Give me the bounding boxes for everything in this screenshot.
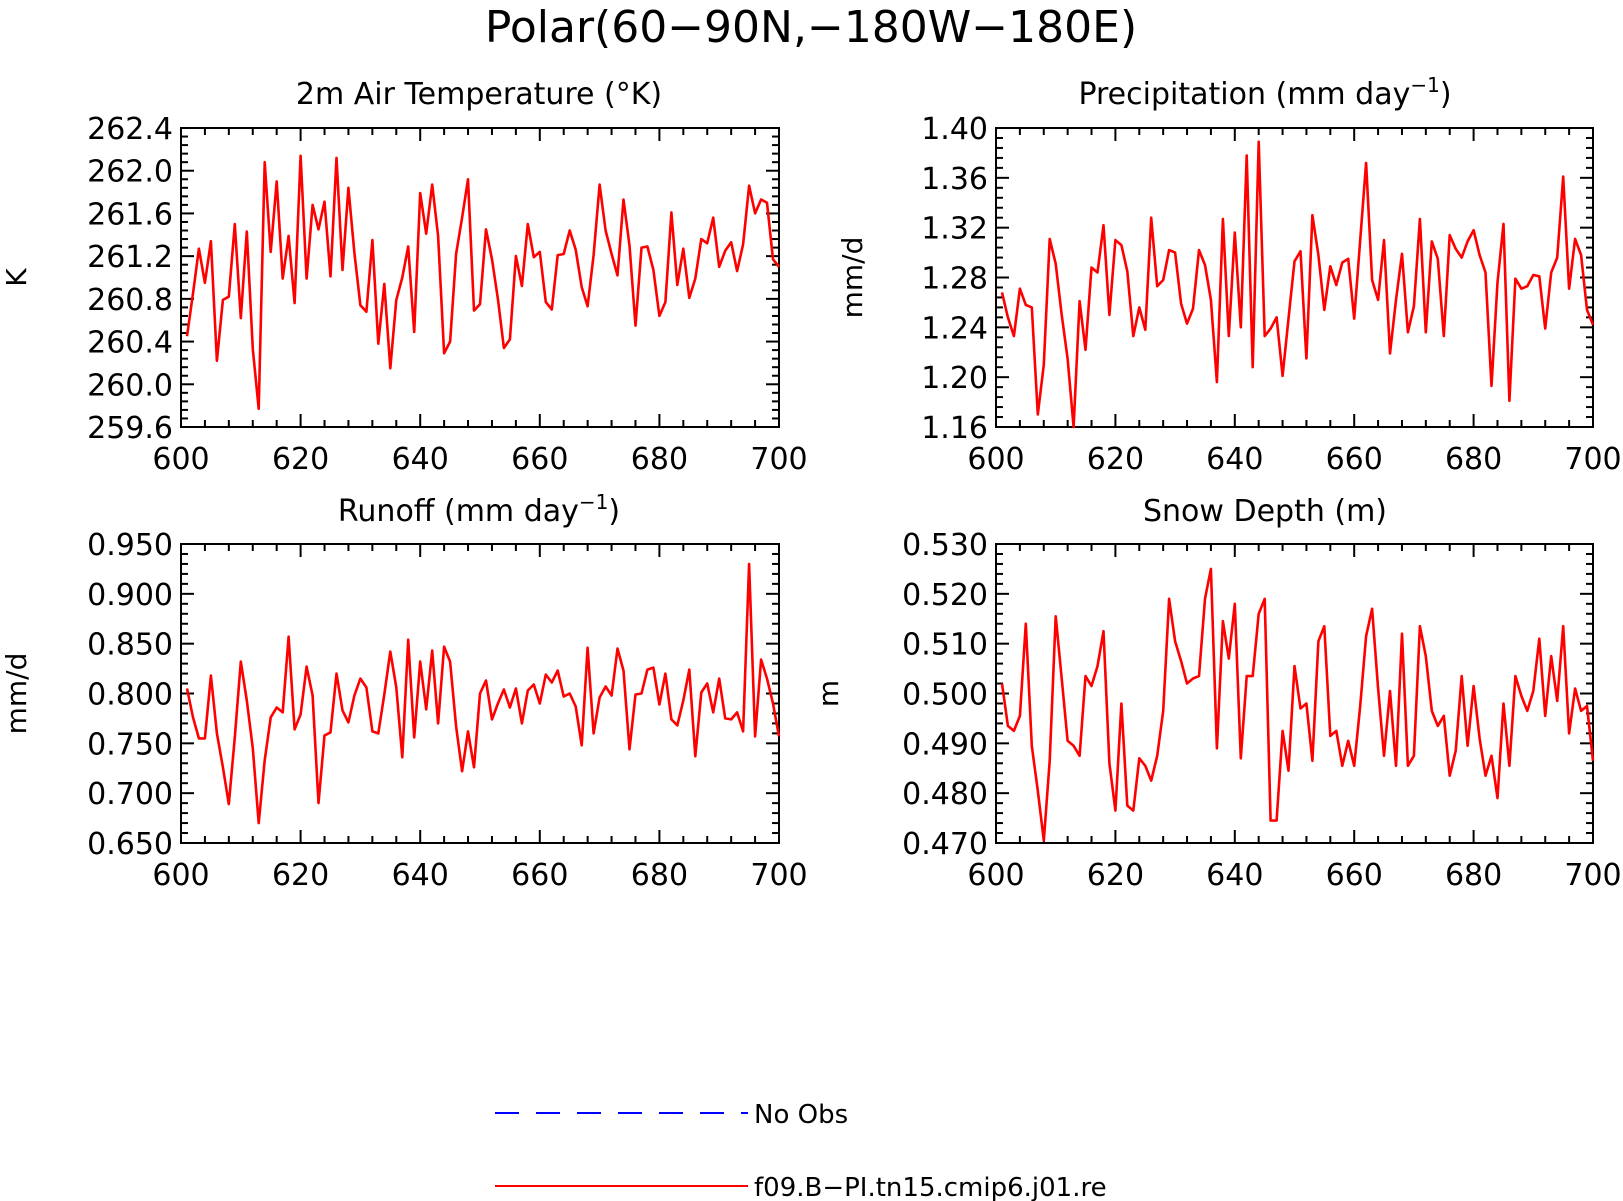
panel-title: Precipitation (mm day−1)	[1078, 73, 1451, 112]
y-axis-label: m	[812, 680, 845, 707]
x-tick-label: 640	[392, 442, 449, 477]
y-tick-label: 0.480	[902, 777, 988, 812]
y-axis-label: K	[0, 268, 33, 287]
plot-frame	[180, 127, 780, 428]
x-tick-label: 700	[750, 858, 807, 893]
y-tick-label: 0.650	[87, 827, 173, 862]
y-axis-label: mm/d	[0, 653, 33, 735]
legend-label-model: f09.B−PI.tn15.cmip6.j01.re	[754, 1173, 1107, 1201]
x-tick-label: 600	[967, 442, 1024, 477]
y-tick-label: 262.4	[87, 112, 173, 147]
panel-precipitation: Precipitation (mm day−1) 600 620 640 660 680…	[836, 73, 1622, 477]
x-tick-label: 640	[1206, 442, 1263, 477]
panel-title-superscript: −1	[579, 490, 608, 514]
y-tick-label: 0.470	[902, 827, 988, 862]
legend: No Obs f09.B−PI.tn15.cmip6.j01.re	[495, 1100, 1107, 1201]
y-tick-label: 1.32	[921, 212, 988, 247]
y-tick-label: 1.40	[921, 112, 988, 147]
x-tick-label: 640	[1206, 858, 1263, 893]
y-tick-label: 0.500	[902, 678, 988, 713]
panel-title: Snow Depth (m)	[1143, 494, 1387, 529]
y-tick-label: 0.750	[87, 727, 173, 762]
panel-title-main: Precipitation (mm day	[1078, 77, 1410, 112]
x-tick-label: 640	[392, 858, 449, 893]
x-tick-label: 600	[152, 858, 209, 893]
series-line-model	[185, 562, 781, 825]
x-tick-label: 620	[1087, 858, 1144, 893]
x-tick-label: 680	[1445, 442, 1502, 477]
y-tick-label: 1.16	[921, 411, 988, 446]
figure-title: Polar(60−90N,−180W−180E)	[485, 2, 1137, 53]
x-tick-label: 680	[631, 442, 688, 477]
panel-snow-depth: Snow Depth (m) 600 620 640 660 680 700 0.470 0.…	[812, 494, 1622, 893]
y-tick-label: 0.700	[87, 777, 173, 812]
y-tick-label: 0.900	[87, 578, 173, 613]
panel-runoff: Runoff (mm day−1) 600 620 640 660 680 700 0.65…	[0, 490, 808, 893]
y-tick-label: 1.24	[921, 311, 988, 346]
plot-frame	[995, 127, 1594, 428]
x-tick-label: 660	[511, 442, 568, 477]
y-tick-label: 0.950	[87, 528, 173, 563]
x-tick-label: 620	[1087, 442, 1144, 477]
x-tick-label: 700	[1564, 858, 1621, 893]
x-tick-label: 700	[750, 442, 807, 477]
y-tick-label: 259.6	[87, 411, 173, 446]
y-tick-label: 262.0	[87, 155, 173, 190]
y-tick-label: 1.28	[921, 262, 988, 297]
panel-title-tail: )	[1440, 77, 1452, 112]
y-axis-label: mm/d	[836, 237, 869, 319]
panel-title-superscript: −1	[1410, 73, 1439, 97]
panel-title: 2m Air Temperature (°K)	[296, 77, 662, 112]
x-tick-label: 680	[1445, 858, 1502, 893]
x-tick-label: 600	[152, 442, 209, 477]
y-tick-label: 1.36	[921, 162, 988, 197]
panel-title-main: Runoff (mm day	[338, 494, 579, 529]
x-tick-label: 660	[1326, 442, 1383, 477]
y-tick-label: 0.850	[87, 628, 173, 663]
y-tick-label: 0.510	[902, 628, 988, 663]
x-tick-label: 660	[511, 858, 568, 893]
y-tick-label: 0.800	[87, 678, 173, 713]
y-tick-label: 261.6	[87, 197, 173, 232]
panel-air-temperature: 2m Air Temperature (°K) 600 620 640 660 680 7…	[0, 77, 808, 477]
y-tick-label: 0.530	[902, 528, 988, 563]
y-tick-label: 0.520	[902, 578, 988, 613]
x-tick-label: 600	[967, 858, 1024, 893]
y-tick-label: 260.4	[87, 326, 173, 361]
series-line-model	[1000, 140, 1595, 429]
y-tick-label: 260.8	[87, 283, 173, 318]
panel-title-tail: )	[608, 494, 620, 529]
x-tick-label: 660	[1326, 858, 1383, 893]
panel-title: Runoff (mm day−1)	[338, 490, 620, 529]
y-tick-label: 261.2	[87, 240, 173, 275]
legend-label-obs: No Obs	[754, 1100, 848, 1130]
series-line-model	[1000, 567, 1595, 842]
x-tick-label: 620	[272, 442, 329, 477]
y-tick-label: 260.0	[87, 368, 173, 403]
y-tick-label: 0.490	[902, 727, 988, 762]
series-line-model	[185, 154, 781, 411]
x-tick-label: 680	[631, 858, 688, 893]
plot-frame	[995, 543, 1594, 844]
x-tick-label: 700	[1564, 442, 1621, 477]
x-tick-label: 620	[272, 858, 329, 893]
y-tick-label: 1.20	[921, 361, 988, 396]
